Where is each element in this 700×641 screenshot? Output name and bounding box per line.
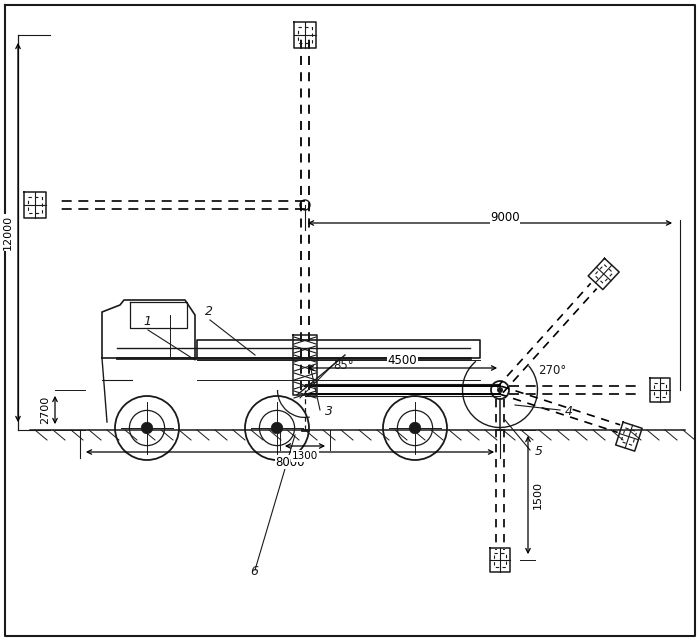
Text: 2700: 2700	[40, 396, 50, 424]
Text: 9000: 9000	[490, 210, 520, 224]
Text: 4: 4	[565, 405, 573, 418]
Text: 1500: 1500	[533, 481, 543, 509]
Circle shape	[497, 387, 503, 393]
Text: 4500: 4500	[388, 353, 417, 367]
Text: 2: 2	[205, 305, 213, 318]
Text: 6: 6	[250, 565, 258, 578]
Text: 85°: 85°	[333, 358, 354, 372]
Circle shape	[271, 422, 283, 434]
Circle shape	[141, 422, 153, 434]
Text: 5: 5	[535, 445, 543, 458]
Text: 3: 3	[325, 405, 333, 418]
Text: 12000: 12000	[3, 215, 13, 250]
Text: 1: 1	[143, 315, 151, 328]
Text: 1300: 1300	[292, 451, 318, 461]
Text: 270°: 270°	[538, 363, 566, 376]
Text: 8000: 8000	[275, 456, 304, 469]
Circle shape	[410, 422, 421, 434]
